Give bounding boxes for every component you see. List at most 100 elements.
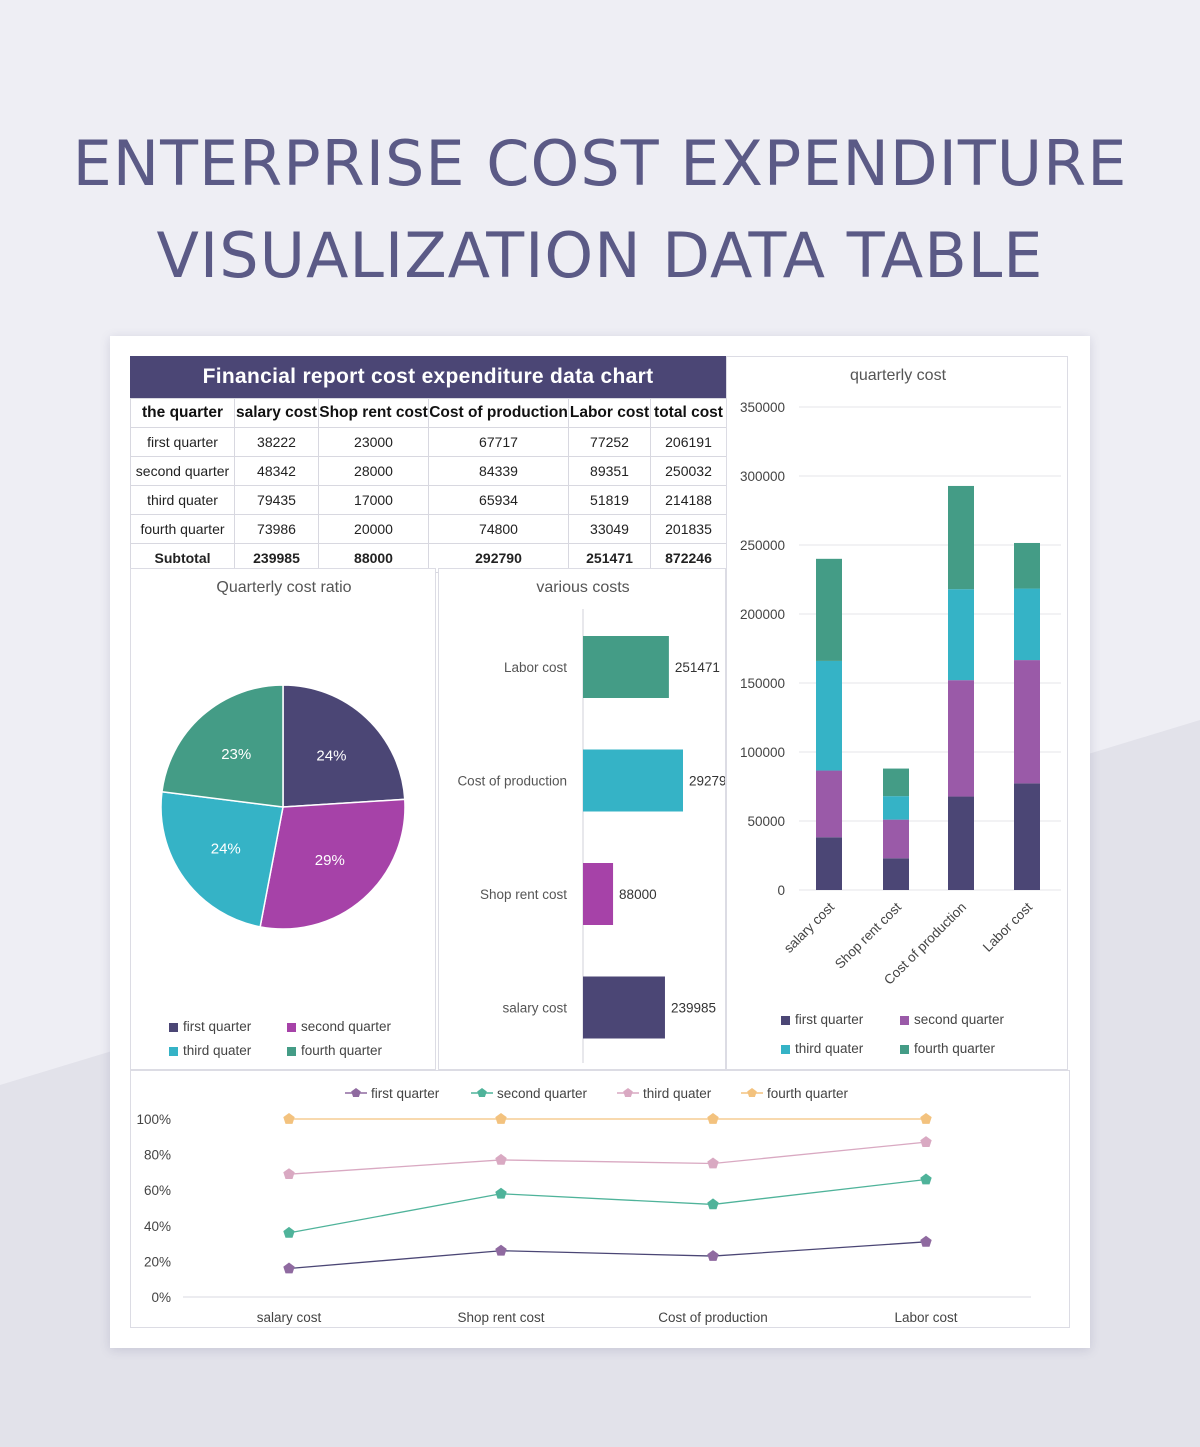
table-row: third quater 79435 17000 65934 51819 214…	[130, 485, 727, 515]
legend-swatch	[287, 1046, 296, 1056]
line-series	[288, 1178, 927, 1234]
table-cell: 77252	[568, 427, 651, 457]
line-legend-marker	[747, 1088, 757, 1097]
stack-bar-segment	[948, 680, 974, 797]
pie-legend-third: third quater	[169, 1043, 251, 1058]
pie-slice-label: 24%	[211, 841, 241, 858]
line-x-tick-label: Cost of production	[658, 1310, 768, 1325]
pie-legend-second: second quarter	[287, 1019, 391, 1034]
legend-swatch	[781, 1015, 790, 1025]
column-header: Shop rent cost	[318, 398, 429, 428]
report-sheet: Financial report cost expenditure data c…	[110, 336, 1090, 1348]
line-point-marker	[283, 1262, 295, 1274]
pie-chart-panel: Quarterly cost ratio 24% 29% 24% 23% first …	[130, 568, 436, 1070]
stack-bar-segment	[1014, 660, 1040, 784]
line-point-marker	[283, 1226, 295, 1238]
legend-label: first quarter	[183, 1019, 252, 1034]
line-legend-label: first quarter	[371, 1086, 440, 1101]
table-cell: 48342	[234, 456, 319, 486]
legend-swatch	[169, 1046, 178, 1056]
table-cell: 65934	[428, 485, 569, 515]
hbar-chart-panel: various costs Labor cost 251471 Cost of pr…	[438, 568, 726, 1070]
stack-bar-segment	[1014, 542, 1040, 589]
stack-bar-segment	[883, 768, 909, 797]
legend-label: second quarter	[914, 1012, 1005, 1027]
legend-swatch	[287, 1022, 296, 1032]
table-cell: 89351	[568, 456, 651, 486]
table-cell: 51819	[568, 485, 651, 515]
stack-y-tick-label: 50000	[747, 814, 785, 829]
table-cell: 33049	[568, 514, 651, 544]
hbar-value-label: 239985	[671, 1001, 716, 1016]
cost-data-table: the quarter salary cost Shop rent cost C…	[130, 398, 727, 573]
line-point-marker	[495, 1113, 507, 1124]
line-point-marker	[707, 1157, 719, 1169]
table-header-row: the quarter salary cost Shop rent cost C…	[130, 398, 727, 428]
stack-x-tick-label: Shop rent cost	[832, 899, 904, 971]
stack-legend-third: third quater	[781, 1041, 863, 1056]
hbar-bar	[583, 863, 614, 925]
hbar-category-label: salary cost	[502, 1001, 567, 1016]
line-legend-marker	[351, 1088, 361, 1097]
legend-label: fourth quarter	[914, 1041, 996, 1056]
table-cell: 250032	[650, 456, 727, 486]
column-header: the quarter	[130, 398, 235, 428]
table-cell: first quarter	[130, 427, 235, 457]
hbar-category-label: Shop rent cost	[480, 887, 567, 902]
pie-chart-title: Quarterly cost ratio	[216, 579, 352, 596]
pie-slice	[161, 684, 284, 808]
table-cell: second quarter	[130, 456, 235, 486]
column-header: Cost of production	[428, 398, 569, 428]
line-point-marker	[283, 1113, 295, 1124]
line-legend-marker	[623, 1088, 633, 1097]
table-cell: 201835	[650, 514, 727, 544]
table-cell: 206191	[650, 427, 727, 457]
pie-slice-label: 29%	[315, 852, 345, 869]
line-y-tick-label: 80%	[144, 1148, 171, 1163]
hbar-category-label: Cost of production	[457, 774, 567, 789]
stack-y-tick-label: 300000	[740, 469, 785, 484]
stack-y-tick-label: 200000	[740, 607, 785, 622]
stack-bar-segment	[883, 858, 909, 890]
line-point-marker	[495, 1244, 507, 1256]
pie-chart: 24% 29% 24% 23%	[160, 684, 406, 930]
stack-y-tick-label: 0	[777, 883, 785, 898]
legend-label: first quarter	[795, 1012, 864, 1027]
legend-swatch	[900, 1044, 909, 1054]
line-y-tick-label: 0%	[151, 1290, 171, 1305]
stack-bar-segment	[816, 837, 842, 890]
table-cell: 79435	[234, 485, 319, 515]
hbar-bar	[583, 976, 665, 1039]
stack-x-tick-label: salary cost	[781, 899, 837, 955]
stack-x-tick-label: Labor cost	[980, 899, 1035, 954]
line-series	[288, 1241, 927, 1270]
stack-bar-segment	[816, 660, 842, 771]
line-x-tick-label: salary cost	[257, 1310, 322, 1325]
table-cell: fourth quarter	[130, 514, 235, 544]
column-header: salary cost	[234, 398, 319, 428]
table-cell: 17000	[318, 485, 429, 515]
hbar-chart: Labor cost 251471 Cost of production 292790…	[457, 609, 725, 1063]
line-point-marker	[920, 1113, 932, 1124]
line-point-marker	[707, 1113, 719, 1124]
stacked-chart-title: quarterly cost	[849, 367, 947, 384]
stack-bar-segment	[816, 558, 842, 661]
pie-slice-label: 23%	[221, 746, 251, 763]
column-header: total cost	[650, 398, 727, 428]
line-y-tick-label: 20%	[144, 1254, 171, 1269]
page-title-line-2: VISUALIZATION DATA TABLE	[156, 219, 1044, 292]
line-chart: 100% 80% 60% 40% 20% 0% salary cost Shop rent c…	[136, 1086, 1031, 1325]
line-point-marker	[495, 1187, 507, 1199]
hbar-value-label: 88000	[619, 887, 657, 902]
table-row: second quarter 48342 28000 84339 89351 2…	[130, 456, 727, 486]
stacked-column-chart: 350000 300000 250000 200000 150000 100000 5000…	[740, 400, 1061, 988]
stack-bar-segment	[948, 796, 974, 890]
line-point-marker	[920, 1173, 932, 1185]
stack-y-tick-label: 350000	[740, 400, 785, 415]
stack-y-tick-label: 150000	[740, 676, 785, 691]
line-point-marker	[920, 1136, 932, 1147]
legend-swatch	[781, 1044, 790, 1054]
hbar-value-label: 292790	[689, 774, 725, 789]
legend-swatch	[169, 1022, 178, 1032]
line-x-tick-label: Shop rent cost	[457, 1310, 544, 1325]
